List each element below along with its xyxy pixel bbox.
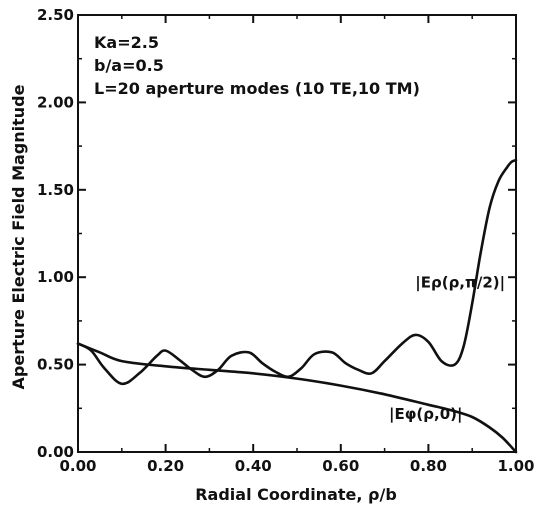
curve-label-e-rho: |Eρ(ρ,π/2)| — [415, 274, 505, 293]
x-tick-label: 0.60 — [322, 457, 359, 475]
y-tick-label: 2.00 — [37, 93, 74, 111]
x-tick-label: 1.00 — [497, 457, 534, 475]
curve-label-e-phi: |Eφ(ρ,0)| — [389, 405, 463, 424]
x-tick-label: 0.40 — [235, 457, 272, 475]
series-group — [76, 158, 518, 454]
y-tick-label: 1.00 — [37, 268, 74, 286]
series-line-e-rho — [76, 158, 518, 386]
annotation-modes: L=20 aperture modes (10 TE,10 TM) — [94, 79, 420, 98]
annotation-ka: Ka=2.5 — [94, 33, 159, 52]
y-axis-label: Aperture Electric Field Magnitude — [9, 84, 28, 389]
x-tick-label: 0.00 — [59, 457, 96, 475]
annotation-ba: b/a=0.5 — [94, 56, 164, 75]
y-tick-label: 1.50 — [37, 181, 74, 199]
y-tick-label: 0.00 — [37, 443, 74, 461]
y-tick-label: 2.50 — [37, 6, 74, 24]
x-tick-label: 0.20 — [147, 457, 184, 475]
series-line-e-phi — [76, 342, 518, 454]
y-tick-label: 0.50 — [37, 356, 74, 374]
x-axis-label: Radial Coordinate, ρ/b — [195, 485, 397, 504]
axis-ticks: 0.00 0.20 0.40 0.60 0.80 1.00 0.00 0.50 1.00 1.50… — [37, 6, 534, 475]
x-tick-label: 0.80 — [410, 457, 447, 475]
